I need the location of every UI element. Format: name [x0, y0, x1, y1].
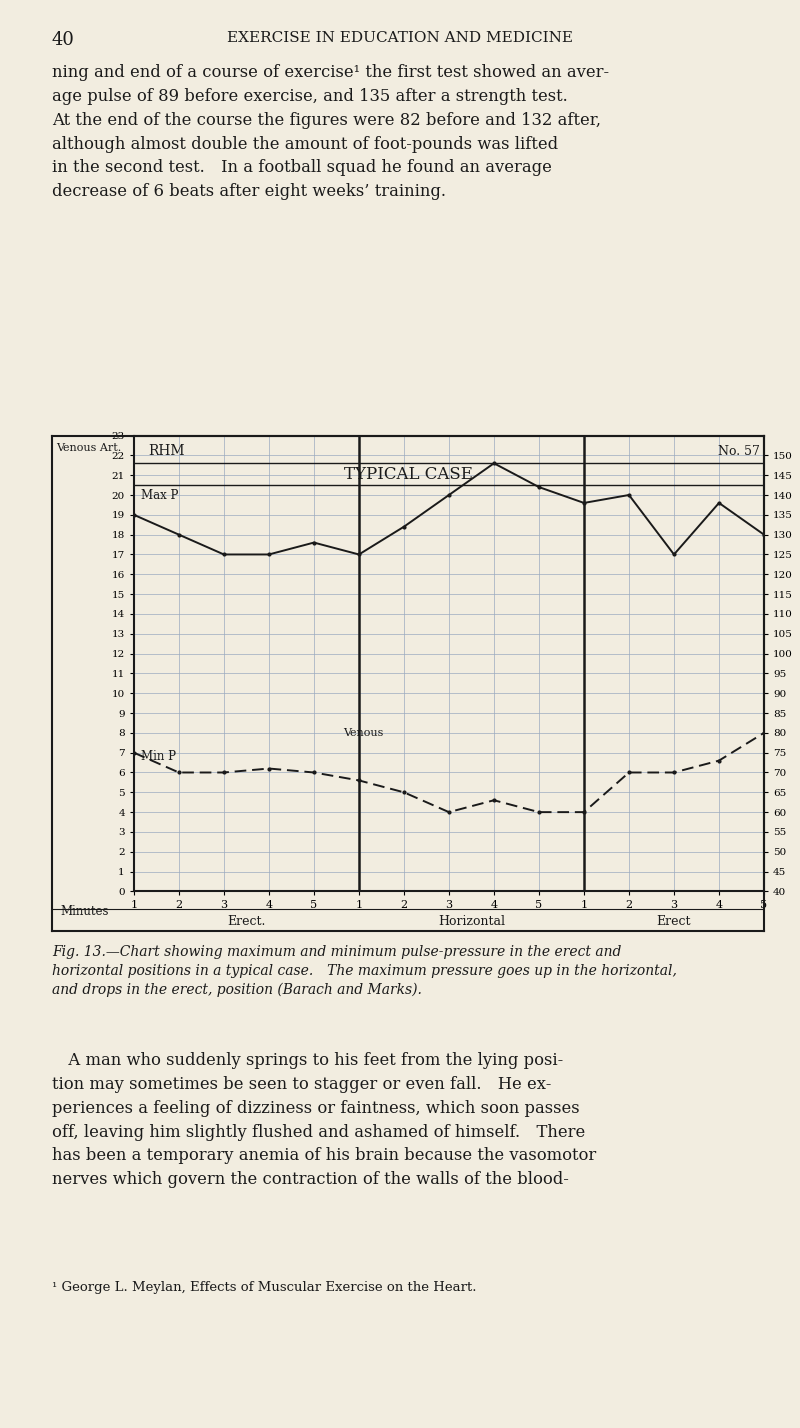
Text: Minutes: Minutes — [60, 905, 109, 918]
Text: Horizontal: Horizontal — [438, 915, 505, 928]
Text: 40: 40 — [52, 31, 75, 50]
Text: Venous: Venous — [343, 728, 383, 738]
Text: Erect: Erect — [657, 915, 691, 928]
Text: Fig. 13.—Chart showing maximum and minimum pulse-pressure in the erect and
horiz: Fig. 13.—Chart showing maximum and minim… — [52, 945, 677, 997]
Text: Min P: Min P — [141, 750, 176, 763]
Text: ¹ George L. Meylan, Effects of Muscular Exercise on the Heart.: ¹ George L. Meylan, Effects of Muscular … — [52, 1281, 477, 1294]
Text: TYPICAL CASE: TYPICAL CASE — [343, 466, 473, 483]
Text: ning and end of a course of exercise¹ the first test showed an aver-
age pulse o: ning and end of a course of exercise¹ th… — [52, 64, 609, 200]
Text: Erect.: Erect. — [227, 915, 266, 928]
Text: EXERCISE IN EDUCATION AND MEDICINE: EXERCISE IN EDUCATION AND MEDICINE — [227, 31, 573, 46]
Text: Venous Art.: Venous Art. — [56, 443, 122, 453]
Text: Max P: Max P — [141, 488, 178, 501]
Text: No. 57: No. 57 — [718, 446, 760, 458]
Text: RHM: RHM — [148, 444, 185, 458]
Text: A man who suddenly springs to his feet from the lying posi-
tion may sometimes b: A man who suddenly springs to his feet f… — [52, 1052, 596, 1188]
